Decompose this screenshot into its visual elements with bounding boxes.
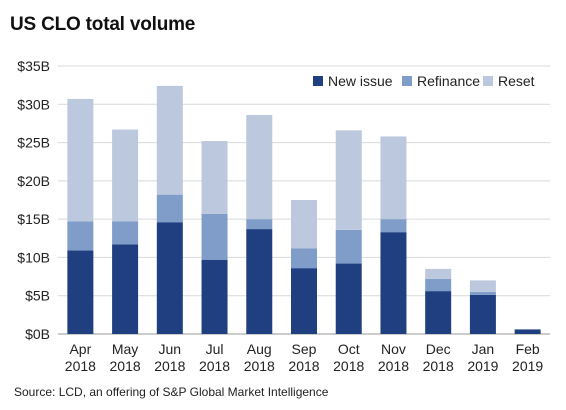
legend-swatch xyxy=(402,76,412,86)
bar-new-issue xyxy=(201,259,228,334)
source-note: Source: LCD, an offering of S&P Global M… xyxy=(14,385,329,399)
bar-new-issue xyxy=(67,250,94,334)
bar-reset xyxy=(246,115,273,220)
bar-reset xyxy=(291,200,317,249)
x-tick-label: Jul xyxy=(206,341,224,357)
y-tick-label: $10B xyxy=(17,249,50,265)
bar-refinance xyxy=(380,219,407,233)
chart-title: US CLO total volume xyxy=(10,14,196,35)
legend-swatch xyxy=(313,76,323,86)
bars xyxy=(67,85,541,334)
bar-refinance xyxy=(156,194,183,223)
x-tick-label: Jun xyxy=(159,341,182,357)
x-tick-label: Dec xyxy=(426,341,451,357)
bar-reset xyxy=(201,141,228,214)
bar-new-issue xyxy=(469,294,496,334)
bar-reset xyxy=(67,98,94,222)
bar-refinance xyxy=(469,291,496,295)
bar-new-issue xyxy=(156,222,183,334)
bar-refinance xyxy=(201,213,228,260)
bar-refinance xyxy=(425,278,452,292)
bar-refinance xyxy=(291,248,317,269)
bar-new-issue xyxy=(112,244,139,334)
bar-reset xyxy=(425,268,452,279)
x-tick-label: 2018 xyxy=(199,358,230,374)
bar-reset xyxy=(380,136,407,220)
x-tick-label: 2018 xyxy=(65,358,96,374)
x-tick-label: Oct xyxy=(338,341,360,357)
x-tick-label: Aug xyxy=(247,341,272,357)
bar-new-issue xyxy=(514,329,541,334)
legend: New issue Refinance Reset xyxy=(313,73,535,89)
x-tick-label: 2018 xyxy=(154,358,185,374)
y-tick-label: $15B xyxy=(17,211,50,227)
bar-new-issue xyxy=(425,291,452,334)
y-tick-label: $35B xyxy=(17,58,50,74)
bar-refinance xyxy=(67,221,94,251)
legend-label: New issue xyxy=(328,73,393,89)
x-tick-label: 2019 xyxy=(467,358,498,374)
x-tick-label: Sep xyxy=(292,341,317,357)
x-tick-label: Apr xyxy=(69,341,91,357)
y-tick-label: $20B xyxy=(17,173,50,189)
legend-swatch xyxy=(483,76,493,86)
legend-label: Reset xyxy=(498,73,535,89)
x-tick-label: Jan xyxy=(472,341,495,357)
x-tick-label: 2019 xyxy=(512,358,543,374)
bar-refinance xyxy=(246,219,273,230)
x-tick-label: May xyxy=(112,341,138,357)
y-tick-label: $5B xyxy=(25,288,50,304)
x-tick-label: Nov xyxy=(381,341,406,357)
x-tick-label: 2018 xyxy=(110,358,141,374)
x-axis-ticks: Apr2018May2018Jun2018Jul2018Aug2018Sep20… xyxy=(65,341,544,374)
x-tick-label: 2018 xyxy=(288,358,319,374)
x-tick-label: 2018 xyxy=(378,358,409,374)
bar-reset xyxy=(156,85,183,195)
bar-reset xyxy=(335,130,362,230)
x-tick-label: 2018 xyxy=(244,358,275,374)
bar-reset xyxy=(112,129,139,222)
y-tick-label: $30B xyxy=(17,96,50,112)
bar-new-issue xyxy=(335,263,362,334)
legend-label: Refinance xyxy=(417,73,480,89)
y-axis-ticks: $0B $5B $10B $15B $20B $25B $30B $35B xyxy=(17,58,50,342)
bar-new-issue xyxy=(380,232,407,334)
y-tick-label: $25B xyxy=(17,135,50,151)
bar-new-issue xyxy=(291,268,317,334)
bar-new-issue xyxy=(246,229,273,334)
bar-refinance xyxy=(112,221,139,245)
x-tick-label: 2018 xyxy=(423,358,454,374)
x-tick-label: Feb xyxy=(516,341,540,357)
y-tick-label: $0B xyxy=(25,326,50,342)
bar-reset xyxy=(469,280,496,292)
x-tick-label: 2018 xyxy=(333,358,364,374)
bar-refinance xyxy=(335,229,362,264)
